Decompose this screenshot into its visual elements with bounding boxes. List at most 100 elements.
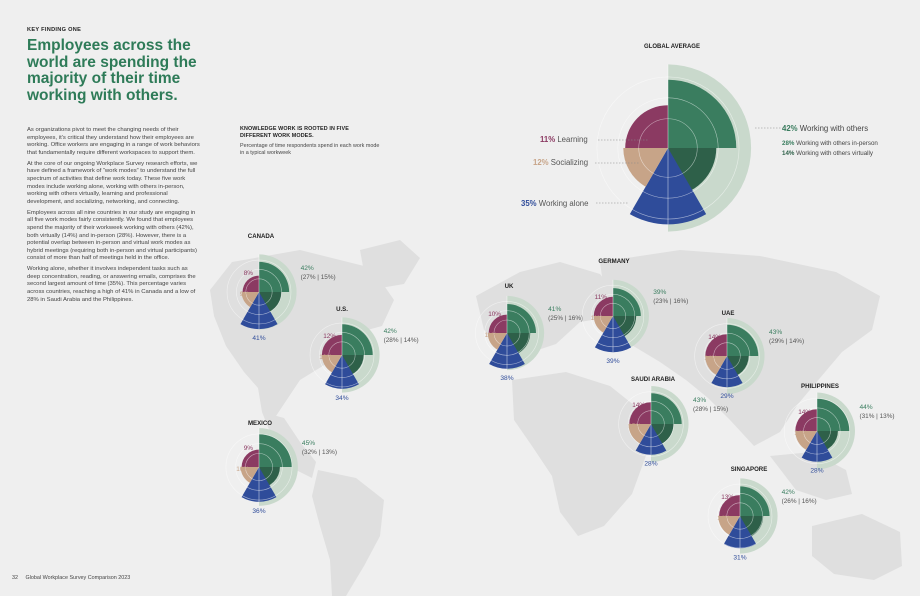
country-split-value: (29% | 14%) [769,338,804,345]
country-name-canada: CANADA [248,233,275,240]
global-with-others-label: 42% Working with others [782,124,868,133]
country-learning-value: 14% [798,409,811,416]
country-alone-value: 34% [335,395,348,402]
country-alone-value: 36% [252,508,265,515]
country-name-singapore: SINGAPORE [731,466,768,473]
page-number: 32 [12,575,18,581]
country-with-others-value: 44% [859,404,872,411]
country-alone-value: 31% [733,554,746,561]
map-australia [812,514,902,580]
global-learning-label: 11% Learning [540,135,588,144]
country-socializing-value: 11% [591,315,604,322]
country-split-value: (23% | 16%) [653,298,688,305]
global-socializing-value: 12% [533,158,551,167]
knowledge-title: KNOWLEDGE WORK IS ROOTED IN FIVE DIFFERE… [240,126,349,139]
page-headline: Employees across the world are spending … [27,37,197,104]
country-split-value: (27% | 15%) [301,274,336,281]
body-paragraph: Working alone, whether it involves indep… [27,266,196,303]
global-title: GLOBAL AVERAGE [644,44,700,50]
global-in-person-text: Working with others in-person [796,140,878,147]
country-learning-value: 11% [595,294,608,301]
country-socializing-value: 11% [485,332,498,339]
country-name-saudi-arabia: SAUDI ARABIA [631,376,676,383]
sector-socializing [628,424,651,444]
sector-learning [593,296,613,316]
global-alone-label: 35% Working alone [521,199,588,208]
country-split-value: (25% | 16%) [548,315,583,322]
country-socializing-value: 12% [319,354,332,361]
country-socializing-value: 9% [240,291,250,298]
sector-learning [241,449,259,467]
country-alone-value: 39% [606,358,619,365]
global-virtual-value: 14% [782,150,796,157]
global-virtual-label: 14% Working with others virtually [782,150,874,157]
sector-learning [795,409,817,431]
country-name-philippines: PHILIPPINES [801,383,839,390]
global-with-others-text: Working with others [800,124,868,133]
kicker-label: KEY FINDING ONE [27,27,82,33]
sector-learning [629,402,651,424]
map-africa [512,372,648,536]
body-text: As organizations pivot to meet the chang… [27,127,201,308]
sector-socializing [795,431,817,450]
sector-in-person [342,324,373,355]
global-socializing-label: 12% Socializing [533,158,588,167]
sector-learning [705,334,727,356]
body-paragraph: As organizations pivot to meet the chang… [27,127,200,156]
country-with-others-value: 41% [548,306,561,313]
country-socializing-value: 14% [794,430,807,437]
map-south-america [312,470,384,596]
country-alone-value: 28% [810,468,823,475]
country-with-others-value: 42% [782,489,795,496]
country-with-others-value: 39% [653,289,666,296]
knowledge-caption: KNOWLEDGE WORK IS ROOTED IN FIVE DIFFERE… [240,126,380,156]
country-learning-value: 12% [323,333,336,340]
country-alone-value: 38% [500,375,513,382]
sector-in-person [668,79,737,148]
global-alone-text: Working alone [539,199,589,208]
sector-learning [321,334,342,355]
country-socializing-value: 15% [628,423,641,430]
country-learning-value: 9% [244,445,254,452]
global-in-person-value: 28% [782,140,796,147]
sector-in-person [740,486,770,516]
country-alone-value: 29% [720,393,733,400]
country-alone-value: 28% [644,461,657,468]
country-alone-value: 41% [252,335,265,342]
sector-in-person [259,261,290,292]
body-paragraph: At the core of our ongoing Workplace Sur… [27,160,198,205]
country-learning-value: 14% [708,334,721,341]
publication-title: Global Workplace Survey Comparison 2023 [25,575,131,581]
sector-socializing [705,356,727,375]
global-virtual-text: Working with others virtually [796,150,874,157]
country-name-germany: GERMANY [598,258,629,265]
country-with-others-value: 43% [693,397,706,404]
country-learning-value: 10% [488,311,501,318]
global-learning-value: 11% [540,135,557,144]
country-learning-value: 8% [244,270,254,277]
country-with-others-value: 45% [302,440,315,447]
country-split-value: (28% | 15%) [693,406,728,413]
sector-socializing [240,467,259,483]
country-split-value: (31% | 13%) [859,413,894,420]
country-learning-value: 14% [632,402,645,409]
sector-learning [719,495,740,516]
country-with-others-value: 42% [384,328,397,335]
country-socializing-value: 10% [236,466,249,473]
global-alone-value: 35% [521,199,539,208]
country-name-uae: UAE [722,310,735,317]
sector-in-person [507,304,536,333]
body-paragraph: Employees across all nine countries in o… [27,209,197,262]
country-split-value: (32% | 13%) [302,449,337,456]
sector-socializing [718,516,740,535]
knowledge-subtitle: Percentage of time respondents spend in … [240,143,380,156]
sector-in-person [727,324,759,356]
global-with-others-value: 42% [782,124,800,133]
global-in-person-label: 28% Working with others in-person [782,140,878,147]
country-socializing-value: 14% [704,355,717,362]
sector-in-person [651,393,682,424]
sector-learning [625,105,668,148]
country-split-value: (26% | 16%) [782,498,817,505]
map-greenland [360,240,420,288]
